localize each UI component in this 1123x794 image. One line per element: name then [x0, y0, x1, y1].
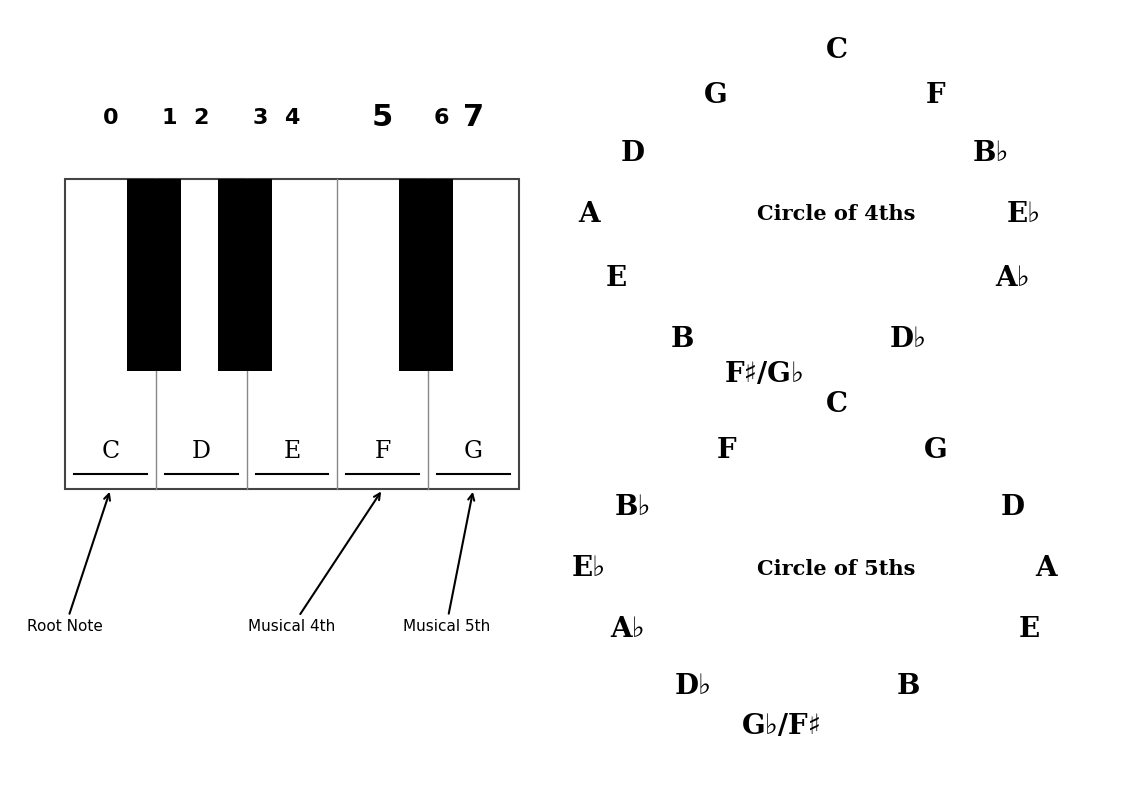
- Text: 6: 6: [433, 107, 449, 128]
- Text: 7: 7: [463, 103, 484, 132]
- Text: D♭: D♭: [889, 326, 926, 353]
- Bar: [218, 179, 272, 372]
- Bar: [65, 179, 519, 489]
- Text: F: F: [925, 83, 946, 110]
- Text: 2: 2: [193, 107, 209, 128]
- Text: 1: 1: [162, 107, 177, 128]
- Text: B♭: B♭: [614, 494, 651, 521]
- Bar: [127, 179, 181, 372]
- Text: B♭: B♭: [973, 140, 1008, 167]
- Text: E: E: [1019, 616, 1040, 643]
- Bar: [399, 179, 454, 372]
- Text: G: G: [924, 437, 948, 464]
- Text: Circle of 4ths: Circle of 4ths: [757, 204, 916, 224]
- Text: D: D: [1001, 494, 1024, 521]
- Text: G♭/F♯: G♭/F♯: [741, 713, 822, 740]
- Text: E: E: [606, 265, 627, 292]
- Text: G: G: [704, 83, 728, 110]
- Text: E♭: E♭: [572, 555, 606, 582]
- Text: C: C: [825, 391, 848, 418]
- Text: A♭: A♭: [995, 265, 1030, 292]
- Text: F: F: [374, 441, 391, 464]
- Text: C: C: [825, 37, 848, 64]
- Text: B: B: [896, 673, 920, 700]
- Text: C: C: [101, 441, 120, 464]
- Text: G: G: [464, 441, 483, 464]
- Text: 4: 4: [284, 107, 300, 128]
- Text: Root Note: Root Note: [27, 494, 110, 634]
- Text: A: A: [578, 201, 600, 228]
- Text: 5: 5: [372, 103, 393, 132]
- Text: A♭: A♭: [610, 616, 645, 643]
- Text: E♭: E♭: [1006, 201, 1041, 228]
- Text: Musical 4th: Musical 4th: [248, 493, 380, 634]
- Text: B: B: [670, 326, 694, 353]
- Text: D: D: [621, 140, 645, 167]
- Text: A: A: [1035, 555, 1057, 582]
- Text: E: E: [283, 441, 301, 464]
- Text: Musical 5th: Musical 5th: [402, 494, 490, 634]
- Text: 0: 0: [103, 107, 118, 128]
- Text: D: D: [192, 441, 211, 464]
- Text: F♯/G♭: F♯/G♭: [725, 360, 805, 387]
- Text: D♭: D♭: [675, 673, 712, 700]
- Text: Circle of 5ths: Circle of 5ths: [757, 558, 916, 579]
- Text: F: F: [716, 437, 737, 464]
- Text: 3: 3: [253, 107, 268, 128]
